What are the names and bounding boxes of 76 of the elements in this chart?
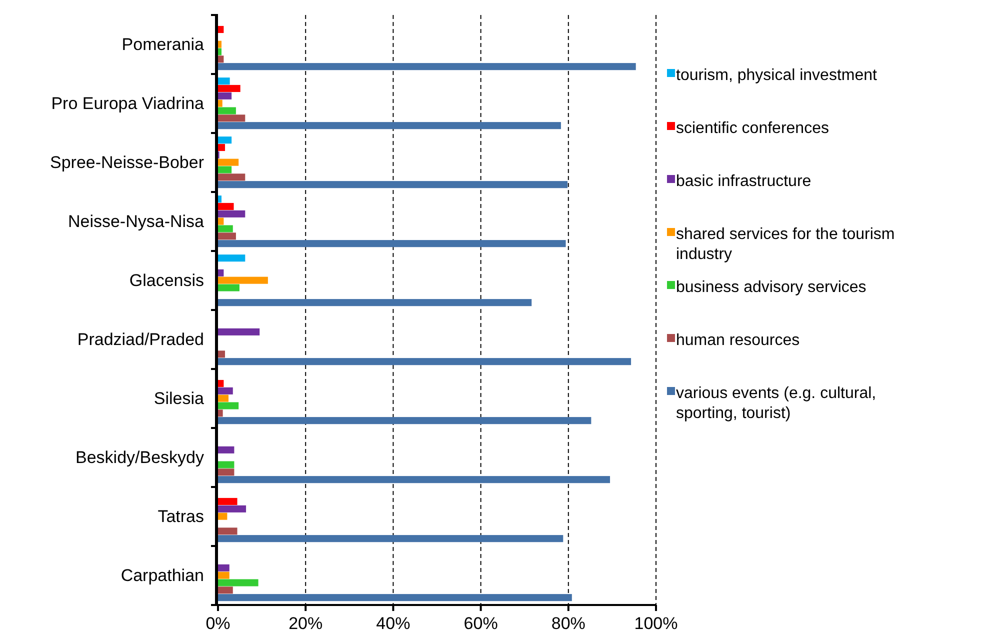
bar [218,122,561,130]
bar [218,468,234,476]
bar [218,218,224,225]
bar [218,158,239,166]
y-tick-label: Spree-Neisse-Bober [50,153,204,172]
bar [218,166,232,174]
x-tick-label: 20% [288,614,323,633]
bar [218,196,222,203]
x-tick-label: 60% [464,614,498,633]
bar [218,254,246,262]
bar [218,505,246,512]
y-tick-label: Tatras [158,507,204,526]
legend-label: scientific conferences [676,120,829,136]
bar [218,63,636,70]
y-tick-label: Silesia [154,389,205,408]
legend-label: shared services for the tourism industry [676,226,895,262]
bar [218,512,228,520]
bar [218,269,224,276]
bar [218,78,230,85]
bar [218,181,568,188]
bar [218,586,233,594]
legend-label: basic infrastructure [676,172,812,190]
bar [218,535,564,542]
bar [218,225,233,232]
bar [218,26,224,34]
bar [218,56,224,63]
bar [218,100,222,107]
bar [218,328,260,336]
legend-label: human resources [676,332,800,348]
y-tick-label: Glacensis [129,271,204,290]
bar [218,174,246,181]
x-tick-label: 0% [206,614,230,633]
y-tick-label: Pro Europa Viadrina [51,94,205,113]
bar [218,528,238,535]
bar [218,417,592,424]
bar [218,446,234,454]
bar [218,48,222,56]
bar [218,380,224,388]
bar [218,350,226,358]
bar [218,387,233,394]
bar [218,136,232,144]
bar [218,358,632,366]
legend-label: various events (e.g. cultural, sporting, tourist) [676,384,876,422]
bar [218,594,572,602]
x-tick-label: 40% [376,614,410,633]
legend-label: business advisory services [676,278,866,296]
bar [218,107,236,114]
legend-label: tourism, physical investment [676,66,878,84]
bar [218,114,246,122]
bar [218,144,226,152]
x-tick-label: 100% [634,614,678,633]
bar [218,276,268,284]
y-tick-label: Pomerania [122,35,205,54]
y-tick-label: Pradziad/Praded [77,330,204,349]
bar [218,461,234,468]
bar [218,240,566,248]
bar [218,579,258,586]
bar [218,284,240,292]
bar [218,202,234,210]
bar [218,299,532,306]
bar [218,40,222,48]
bar [218,410,223,417]
bar [218,84,240,92]
bar [218,572,230,579]
bar [218,402,239,410]
bar [218,498,238,506]
bar [218,394,229,402]
bar [218,564,230,572]
y-tick-label: Beskidy/Beskydy [76,448,204,467]
bar [218,232,236,240]
bar [218,210,246,218]
bar [218,476,610,484]
y-tick-label: Carpathian [120,566,204,585]
bar [218,92,232,100]
y-tick-label: Neisse-Nysa-Nisa [68,212,205,231]
x-tick-label: 80% [551,614,586,633]
